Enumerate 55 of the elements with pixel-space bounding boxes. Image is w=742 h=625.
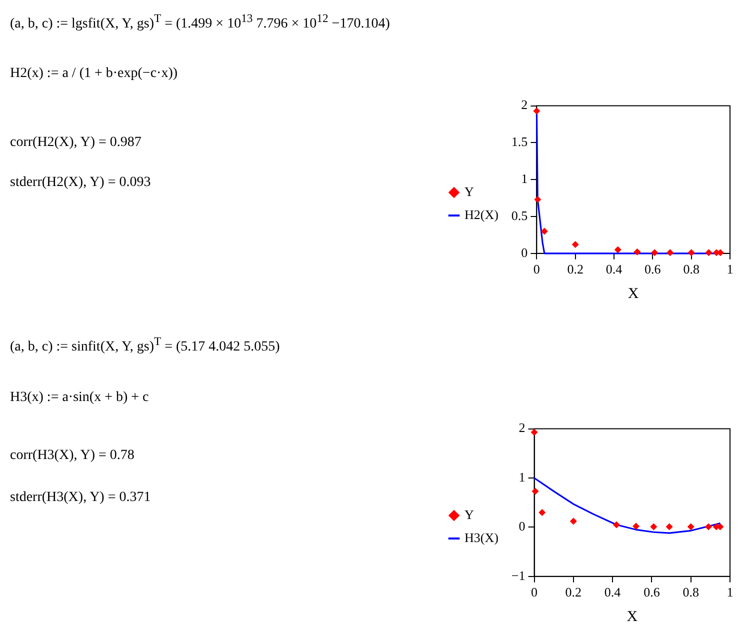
legend-label: Y [464,184,474,199]
point [540,228,548,235]
point [650,523,658,530]
text: H2(x) := a / (1 + b·exp(−c·x)) [10,66,178,82]
x-tick-label: 0.4 [604,584,622,600]
x-tick-label: 0.6 [644,262,662,277]
point [614,246,622,254]
x-tick-label: 0 [531,584,538,600]
x-tick-label: 0.6 [644,584,660,600]
x-tick-label: 1 [726,262,734,277]
text: (a, b, c) := sinfit(X, Y, gs)$^{T}$ = (5.17 4.042 5.055) [10,335,280,356]
point [666,249,674,256]
text: (a, b, c) := lgsfit(X, Y, gs)$^{T}$ = (1.499 × 10$^{13}$ 7.796 × 10$^{12}$ −170.104) [10,12,390,33]
x-tick-label: 0.8 [683,262,700,277]
y-tick-label: 0.5 [511,208,528,223]
x-tick-label: 0.2 [565,584,582,600]
x-tick-label: 0 [533,262,540,277]
x-tick-label: 1 [726,584,734,600]
point [688,249,695,256]
text: stderr(H3(X), Y) = 0.371 [10,490,151,506]
point [632,522,640,530]
point [634,248,641,256]
point [705,249,712,256]
x-tick-label: 0.2 [567,262,584,277]
y-tick-label: 0 [521,244,528,260]
point [612,521,620,528]
y-tick-label: 1 [518,469,526,484]
y-tick-label: −1 [511,568,526,583]
x-tick-label: 0.8 [682,584,699,600]
text: stderr(H2(X), Y) = 0.093 [10,175,151,191]
y-tick-label: 0 [518,518,526,534]
point [532,488,539,495]
text: corr(H3(X), Y) = 0.78 [10,448,134,464]
x-axis-title: X [626,608,638,625]
point [572,241,579,248]
point [538,508,546,516]
point [533,107,540,114]
point [666,523,673,530]
y-tick-label: 2 [521,97,528,112]
point [651,249,658,256]
y-tick-label: 1.5 [511,134,528,150]
point [687,523,694,530]
legend-label: Y [464,506,474,522]
legend-label: H2(X) [464,206,498,222]
point [534,196,542,204]
point [530,428,538,436]
text: corr(H2(X), Y) = 0.987 [10,135,142,151]
legend-label: H3(X) [464,530,498,545]
x-axis-title: X [628,286,639,302]
y-tick-label: 1 [521,171,528,186]
text: H3(x) := a·sin(x + b) + c [10,390,149,406]
point [704,523,712,530]
x-tick-label: 0.4 [606,262,623,277]
y-tick-label: 2 [518,420,526,436]
point [570,518,577,525]
